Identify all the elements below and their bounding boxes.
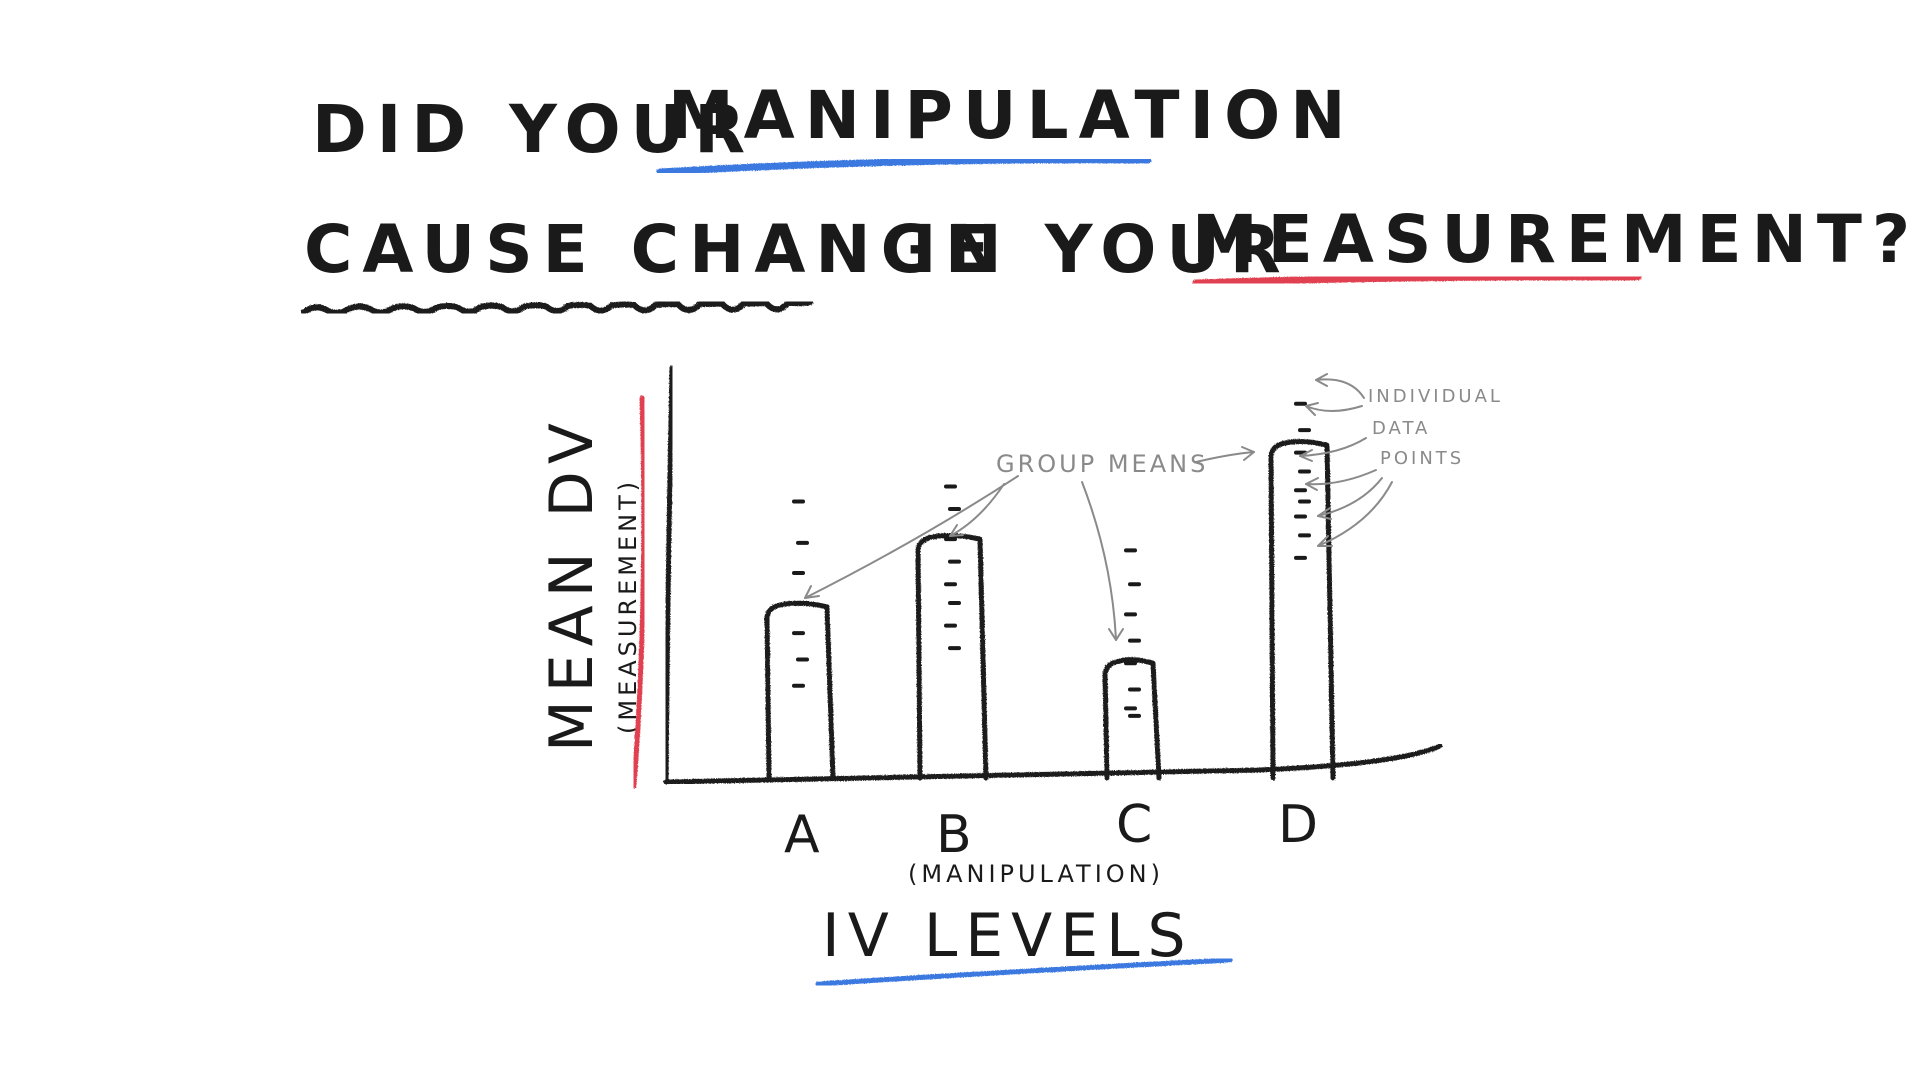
x-axis <box>663 743 1443 785</box>
category-label-d: D <box>1278 795 1318 855</box>
manipulation-underline <box>656 156 1152 176</box>
arrowhead-b <box>949 524 964 537</box>
group-means-arrows <box>804 446 1255 641</box>
y-axis <box>663 365 675 785</box>
arrow-to-mean-d <box>1195 451 1255 463</box>
xlabel-underline <box>815 957 1233 987</box>
individual-arrows <box>1299 373 1393 547</box>
title-line1-part1: DID YOUR <box>312 91 755 168</box>
arrow-point-1 <box>1315 378 1365 399</box>
title-line2-part2: IN YOUR <box>912 211 1291 288</box>
bar-b <box>915 533 989 781</box>
title: DID YOUR MANIPULATION CAUSE CHANGE IN YO… <box>301 77 1920 316</box>
x-axis-title: (MANIPULATION) IV LEVELS <box>815 860 1233 987</box>
ylabel-underline <box>631 395 647 789</box>
title-manipulation: MANIPULATION <box>668 77 1355 154</box>
data-points <box>792 401 1311 718</box>
bar-d <box>1268 439 1336 781</box>
arrow-point-3 <box>1299 437 1367 457</box>
axes <box>663 365 1443 785</box>
arrow-to-mean-b <box>949 483 1005 537</box>
individual-label-2: DATA <box>1372 418 1430 439</box>
bar-c <box>1102 657 1162 781</box>
arrowhead-a <box>804 585 820 599</box>
measurement-underline <box>1192 273 1642 287</box>
individual-label-1: INDIVIDUAL <box>1368 386 1503 407</box>
arrowhead-point-6 <box>1317 535 1333 547</box>
arrow-point-4 <box>1305 469 1377 486</box>
arrow-to-mean-c <box>1081 481 1117 641</box>
arrowhead-d <box>1241 446 1255 461</box>
annotations: GROUP MEANS INDIVIDUAL DATA POINTS <box>804 373 1503 641</box>
arrow-point-6 <box>1317 481 1393 547</box>
arrow-point-5 <box>1317 477 1383 517</box>
bars <box>764 439 1336 781</box>
arrowhead-point-1 <box>1315 373 1328 387</box>
group-means-label: GROUP MEANS <box>996 450 1208 478</box>
ylabel: MEAN DV <box>537 415 607 752</box>
category-label-b: B <box>936 805 972 865</box>
arrowhead-point-5 <box>1317 507 1332 520</box>
arrowhead-c <box>1108 628 1124 641</box>
xlabel: IV LEVELS <box>822 901 1194 971</box>
category-label-c: C <box>1116 795 1152 855</box>
arrow-to-mean-a <box>804 475 1019 599</box>
arrowhead-point-2 <box>1305 402 1319 416</box>
arrow-point-2 <box>1305 405 1363 412</box>
cause-change-wavy-underline <box>301 299 813 316</box>
category-labels: A B C D <box>784 795 1318 865</box>
bar-a <box>764 600 836 781</box>
y-axis-title: MEAN DV (MEASUREMENT) <box>537 395 647 789</box>
title-measurement: MEASUREMENT? <box>1192 201 1920 278</box>
arrowhead-point-3 <box>1299 449 1313 462</box>
individual-label-3: POINTS <box>1380 448 1464 469</box>
arrowhead-point-4 <box>1305 477 1319 491</box>
category-label-a: A <box>784 805 820 865</box>
title-line2-part1: CAUSE CHANGE <box>304 211 1000 288</box>
xlabel-sub: (MANIPULATION) <box>908 860 1164 888</box>
